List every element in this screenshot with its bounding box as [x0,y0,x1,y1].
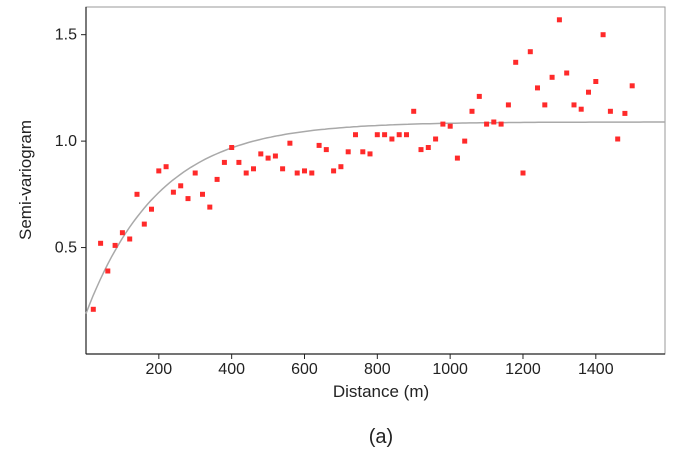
data-point [404,132,409,138]
data-point [382,132,388,138]
data-point [170,189,176,195]
x-tick-label: 800 [364,361,391,378]
data-point [207,204,213,210]
data-point [236,159,242,165]
data-point [353,132,358,138]
data-point [454,155,460,161]
x-axis-title: Distance (m) [333,382,429,401]
y-tick-label: 1.5 [55,27,77,44]
data-point [469,108,475,114]
data-point [440,121,446,127]
data-point [338,164,344,170]
data-point [556,17,562,23]
plot-area: 200 400 600 800 1000 1200 1400 0.5 1.0 1.5 [55,6,666,378]
data-point [542,102,548,108]
data-point [294,170,300,176]
data-point [586,89,591,95]
data-point [425,145,431,150]
data-point [323,147,329,153]
data-point [243,170,249,176]
data-point [374,132,380,138]
data-point [491,119,497,125]
data-point [192,170,198,176]
data-point [433,136,439,142]
data-point [287,140,293,146]
x-tick-label: 600 [291,361,318,378]
data-point [484,121,490,127]
data-point [389,136,395,142]
data-point [221,159,227,165]
x-tick-label: 1400 [578,361,614,378]
data-point [615,136,621,142]
x-tick-label: 200 [145,361,172,378]
data-point [265,155,271,161]
data-point [98,240,104,246]
data-point [119,230,125,236]
data-point [105,268,111,274]
data-point [302,168,307,174]
y-axis-title: Semi-variogram [16,120,35,240]
x-ticks: 200 400 600 800 1000 1200 1400 [145,354,614,378]
y-tick-label: 1.0 [55,133,77,150]
y-ticks: 0.5 1.0 1.5 [55,27,86,257]
model-curve [85,121,665,314]
data-point [90,306,96,312]
data-point [214,176,220,182]
data-point [280,166,286,172]
data-point [316,142,322,148]
y-tick-label: 0.5 [55,240,77,257]
data-point [535,85,540,91]
data-point [127,236,133,242]
x-tick-label: 1000 [432,361,468,378]
data-point [600,32,606,38]
data-point [185,196,191,202]
data-point [564,70,570,76]
data-point [178,183,184,189]
data-point [622,110,628,116]
data-point [549,74,555,80]
data-point [163,164,169,170]
data-point [520,170,526,176]
x-tick-label: 1200 [505,361,541,378]
data-point [476,93,482,99]
data-point [527,49,533,55]
data-point [411,108,417,114]
data-point [396,132,402,138]
figure-caption: (a) [369,426,393,448]
data-point [309,170,315,176]
data-point [418,147,424,153]
data-point [156,168,162,174]
data-points [90,17,635,312]
data-point [112,242,118,248]
data-point [331,168,337,174]
data-point [251,166,256,172]
data-point [345,149,351,155]
x-tick-label: 400 [218,361,245,378]
data-point [258,151,264,157]
data-point [447,123,453,129]
data-point [462,138,468,144]
data-point [272,153,278,159]
data-point [629,83,635,89]
data-point [513,59,519,65]
data-point [607,108,613,114]
data-point [505,102,511,108]
data-point [200,191,205,197]
data-point [498,121,504,127]
data-point [134,191,140,197]
data-point [571,102,577,108]
data-point [360,149,366,155]
data-point [229,145,235,150]
plot-frame [85,6,666,355]
data-point [578,106,584,112]
data-point [367,151,373,157]
data-point [593,79,599,84]
data-point [149,206,154,212]
data-point [141,221,147,227]
